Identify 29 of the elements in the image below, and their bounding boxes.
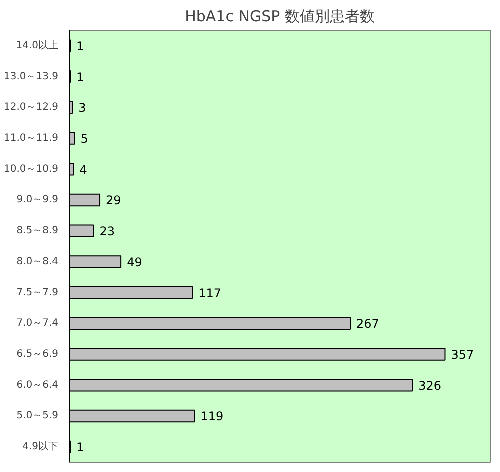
data-label: 1 [76, 70, 84, 84]
y-tick-label: 6.0～6.4 [16, 380, 59, 391]
y-tick-label: 10.0～10.9 [4, 164, 58, 175]
data-label: 4 [80, 162, 88, 177]
data-label: 23 [100, 224, 115, 239]
y-tick-label: 11.0～11.9 [4, 133, 58, 144]
y-tick-label: 4.9以下 [22, 440, 59, 453]
y-tick-label: 14.0以上 [16, 39, 58, 52]
data-label: 267 [356, 317, 380, 332]
y-tick-label: 6.5～6.9 [16, 349, 59, 360]
data-label: 357 [451, 348, 474, 362]
data-label: 3 [78, 101, 86, 116]
y-tick-label: 12.0～12.9 [4, 102, 58, 114]
y-tick-label: 5.0～5.9 [16, 410, 59, 422]
data-label: 119 [200, 410, 224, 424]
data-label: 1 [76, 39, 84, 54]
data-label: 117 [198, 286, 222, 300]
y-tick-label: 7.0～7.4 [16, 318, 59, 330]
data-label: 49 [127, 255, 142, 270]
y-tick-label: 9.0～9.9 [16, 194, 59, 206]
y-tick-label: 7.5～7.9 [16, 287, 59, 298]
data-label: 326 [418, 378, 442, 393]
data-label: 1 [76, 440, 84, 455]
data-label: 5 [80, 132, 88, 146]
y-tick-label: 8.0～8.4 [16, 256, 59, 268]
chart-title: HbA1c NGSP 数値別患者数 [185, 8, 375, 26]
data-label: 29 [106, 194, 122, 208]
y-tick-label: 8.5～8.9 [16, 226, 59, 237]
y-tick-label: 13.0～13.9 [4, 71, 58, 82]
